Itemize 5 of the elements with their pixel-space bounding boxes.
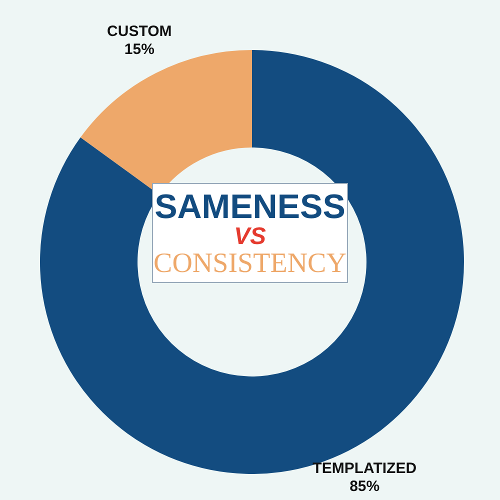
text: SAMENESS VS CONSISTENCY bbox=[153, 188, 347, 280]
data-label: 85% bbox=[350, 478, 380, 496]
slice-label: TEMPLATIZED bbox=[312, 460, 417, 478]
data-label: 15% bbox=[124, 41, 154, 58]
slice-label: CUSTOM bbox=[107, 23, 172, 40]
